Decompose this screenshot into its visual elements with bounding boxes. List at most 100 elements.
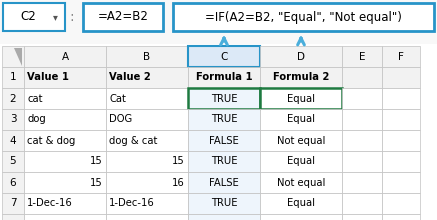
Bar — [188, 67, 260, 88]
Bar — [382, 214, 420, 220]
Text: 4: 4 — [10, 136, 16, 145]
Text: FALSE: FALSE — [209, 178, 239, 187]
Bar — [188, 46, 260, 67]
Bar — [342, 109, 382, 130]
Text: Cat: Cat — [109, 94, 126, 103]
Bar — [3, 3, 65, 31]
Bar — [24, 214, 106, 220]
Text: 7: 7 — [10, 198, 16, 209]
Bar — [260, 88, 342, 109]
Bar — [342, 46, 382, 67]
Bar — [188, 214, 260, 220]
Bar — [382, 130, 420, 151]
Bar — [188, 172, 260, 193]
Bar — [2, 46, 24, 67]
Bar — [260, 172, 342, 193]
Text: Not equal: Not equal — [277, 136, 325, 145]
Bar — [24, 151, 106, 172]
Bar — [188, 193, 260, 214]
Bar — [260, 46, 342, 67]
Text: dog: dog — [27, 114, 46, 125]
Bar — [2, 214, 24, 220]
Text: C2: C2 — [20, 11, 36, 24]
Bar — [106, 214, 188, 220]
Text: DOG: DOG — [109, 114, 132, 125]
Bar — [2, 193, 24, 214]
Bar — [382, 172, 420, 193]
Bar — [24, 109, 106, 130]
Text: C: C — [220, 51, 228, 62]
Bar — [106, 88, 188, 109]
Text: Formula 1: Formula 1 — [196, 73, 252, 82]
Text: 15: 15 — [172, 156, 185, 167]
Bar — [260, 151, 342, 172]
Bar — [382, 109, 420, 130]
Text: 1-Dec-16: 1-Dec-16 — [109, 198, 155, 209]
Bar — [260, 109, 342, 130]
Bar — [382, 88, 420, 109]
Bar — [2, 88, 24, 109]
Bar — [188, 109, 260, 130]
Text: ▾: ▾ — [52, 12, 57, 22]
Text: 2: 2 — [10, 94, 16, 103]
Bar — [24, 193, 106, 214]
Bar — [106, 151, 188, 172]
Text: 15: 15 — [90, 156, 103, 167]
Bar — [260, 193, 342, 214]
Text: TRUE: TRUE — [211, 198, 237, 209]
Bar — [342, 130, 382, 151]
Text: 5: 5 — [10, 156, 16, 167]
Text: TRUE: TRUE — [211, 156, 237, 167]
Bar — [342, 88, 382, 109]
Bar — [188, 88, 260, 109]
Bar — [0, 0, 437, 44]
Text: Equal: Equal — [287, 114, 315, 125]
Bar — [342, 214, 382, 220]
Text: Equal: Equal — [287, 94, 315, 103]
Bar — [24, 46, 106, 67]
Bar — [24, 172, 106, 193]
Bar — [342, 67, 382, 88]
Bar — [24, 67, 106, 88]
Text: :: : — [69, 10, 74, 24]
Bar — [260, 67, 342, 88]
Text: 16: 16 — [172, 178, 185, 187]
Bar — [260, 214, 342, 220]
Bar — [106, 46, 188, 67]
Text: D: D — [297, 51, 305, 62]
Polygon shape — [14, 48, 22, 66]
Bar — [106, 67, 188, 88]
Bar — [173, 3, 434, 31]
Text: Equal: Equal — [287, 156, 315, 167]
Text: FALSE: FALSE — [209, 136, 239, 145]
Text: E: E — [359, 51, 365, 62]
Text: 1: 1 — [10, 73, 16, 82]
Text: cat & dog: cat & dog — [27, 136, 75, 145]
Text: Equal: Equal — [287, 198, 315, 209]
Text: Formula 2: Formula 2 — [273, 73, 329, 82]
Text: cat: cat — [27, 94, 42, 103]
Bar — [106, 130, 188, 151]
Bar — [2, 67, 24, 88]
Bar — [382, 67, 420, 88]
Text: TRUE: TRUE — [211, 94, 237, 103]
Bar — [24, 88, 106, 109]
Text: B: B — [143, 51, 151, 62]
Text: Value 1: Value 1 — [27, 73, 69, 82]
Bar — [83, 3, 163, 31]
Bar — [2, 109, 24, 130]
Bar — [382, 151, 420, 172]
Text: F: F — [398, 51, 404, 62]
Bar — [342, 151, 382, 172]
Bar — [188, 151, 260, 172]
Bar — [106, 109, 188, 130]
Bar — [188, 130, 260, 151]
Bar — [24, 130, 106, 151]
Bar — [342, 193, 382, 214]
Bar — [106, 193, 188, 214]
Bar — [106, 172, 188, 193]
Text: =A2=B2: =A2=B2 — [97, 11, 149, 24]
Bar — [260, 130, 342, 151]
Bar — [382, 46, 420, 67]
Text: 6: 6 — [10, 178, 16, 187]
